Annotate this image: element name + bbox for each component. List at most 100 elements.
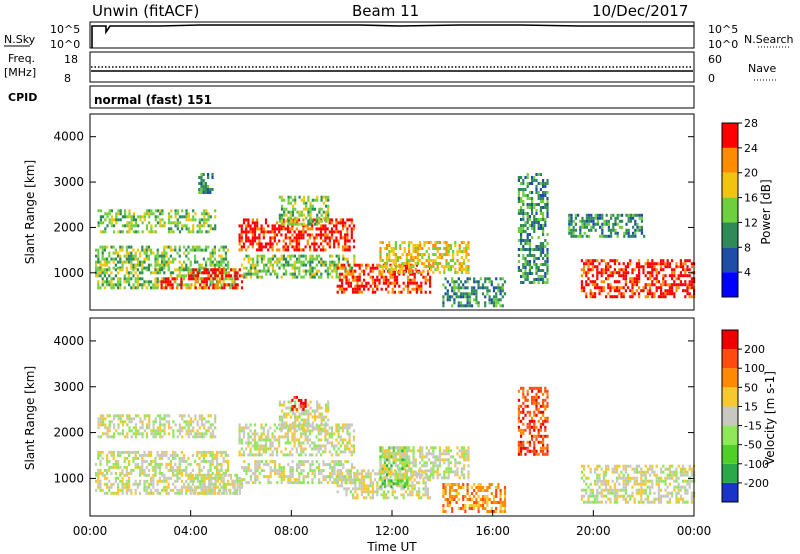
- echo-cell: [316, 222, 319, 226]
- echo-cell: [318, 481, 321, 485]
- echo-cell: [198, 191, 201, 194]
- echo-cell: [229, 277, 232, 281]
- echo-cell: [110, 435, 113, 439]
- echo-cell: [282, 263, 285, 267]
- echo-cell: [378, 281, 381, 285]
- echo-cell: [399, 256, 402, 259]
- echo-cell: [350, 218, 353, 222]
- echo-cell: [229, 473, 233, 477]
- echo-cell: [539, 227, 542, 230]
- echo-cell: [247, 269, 250, 273]
- echo-cell: [291, 224, 294, 228]
- echo-cell: [167, 263, 170, 267]
- echo-cell: [671, 271, 674, 275]
- echo-region: [517, 173, 549, 284]
- echo-cell: [207, 473, 210, 477]
- echo-cell: [132, 224, 135, 228]
- echo-cell: [382, 275, 385, 279]
- echo-cell: [392, 262, 395, 265]
- echo-cell: [99, 450, 102, 454]
- echo-cell: [161, 218, 164, 222]
- echo-cell: [300, 481, 303, 485]
- echo-cell: [344, 221, 347, 225]
- echo-cell: [145, 254, 148, 258]
- echo-cell: [311, 272, 314, 276]
- echo-cell: [526, 215, 529, 218]
- echo-cell: [402, 493, 405, 497]
- echo-cell: [585, 262, 588, 266]
- echo-cell: [322, 245, 325, 249]
- echo-cell: [136, 485, 139, 489]
- echo-cell: [251, 245, 254, 249]
- echo-cell: [396, 484, 399, 488]
- echo-cell: [411, 278, 414, 282]
- echo-cell: [379, 470, 382, 474]
- echo-cell: [99, 263, 102, 267]
- echo-cell: [335, 272, 338, 276]
- echo-cell: [411, 487, 414, 491]
- echo-cell: [108, 465, 111, 469]
- echo-cell: [463, 268, 466, 271]
- echo-cell: [381, 446, 384, 450]
- echo-cell: [214, 215, 217, 219]
- echo-cell: [458, 250, 461, 253]
- echo-cell: [203, 218, 206, 222]
- echo-cell: [453, 298, 456, 302]
- echo-cell: [335, 438, 338, 442]
- echo-cell: [481, 286, 485, 290]
- echo-cell: [214, 283, 217, 287]
- echo-cell: [247, 260, 250, 264]
- echo-cell: [542, 251, 545, 254]
- echo-cell: [409, 278, 412, 282]
- echo-cell: [640, 216, 643, 220]
- echo-cell: [163, 488, 166, 492]
- echo-cell: [407, 287, 410, 291]
- echo-cell: [660, 283, 663, 287]
- echo-cell: [296, 463, 299, 467]
- echo-cell: [262, 432, 265, 436]
- echo-cell: [326, 233, 329, 237]
- echo-cell: [333, 481, 336, 485]
- y-tick-label: 2000: [53, 220, 84, 234]
- echo-cell: [622, 286, 625, 290]
- echo-cell: [198, 414, 201, 418]
- echo-cell: [568, 228, 571, 232]
- echo-cell: [376, 263, 379, 267]
- echo-cell: [276, 272, 279, 276]
- echo-cell: [136, 248, 139, 252]
- echo-cell: [134, 263, 137, 267]
- echo-cell: [591, 292, 594, 296]
- echo-cell: [307, 207, 310, 211]
- echo-cell: [192, 435, 195, 439]
- echo-cell: [216, 471, 219, 475]
- echo-cell: [198, 271, 201, 275]
- echo-cell: [668, 289, 671, 293]
- echo-cell: [465, 265, 468, 268]
- echo-cell: [110, 465, 113, 469]
- echo-cell: [307, 198, 310, 202]
- echo-cell: [452, 250, 455, 253]
- echo-cell: [300, 472, 303, 476]
- echo-cell: [99, 274, 102, 278]
- echo-cell: [240, 274, 244, 278]
- echo-cell: [379, 259, 382, 262]
- echo-cell: [156, 283, 159, 287]
- echo-cell: [427, 247, 430, 250]
- echo-cell: [185, 209, 188, 213]
- echo-cell: [285, 421, 288, 425]
- echo-cell: [284, 236, 287, 240]
- echo-cell: [300, 210, 303, 214]
- echo-cell: [311, 427, 314, 431]
- echo-region: [336, 469, 432, 500]
- echo-cell: [341, 484, 344, 488]
- echo-cell: [130, 266, 133, 270]
- echo-cell: [145, 224, 149, 228]
- echo-cell: [463, 262, 466, 265]
- echo-cell: [539, 212, 542, 215]
- echo-cell: [243, 469, 246, 473]
- echo-cell: [653, 268, 656, 272]
- echo-cell: [463, 241, 466, 244]
- echo-cell: [324, 435, 327, 439]
- echo-cell: [99, 420, 102, 424]
- echo-cell: [318, 469, 321, 473]
